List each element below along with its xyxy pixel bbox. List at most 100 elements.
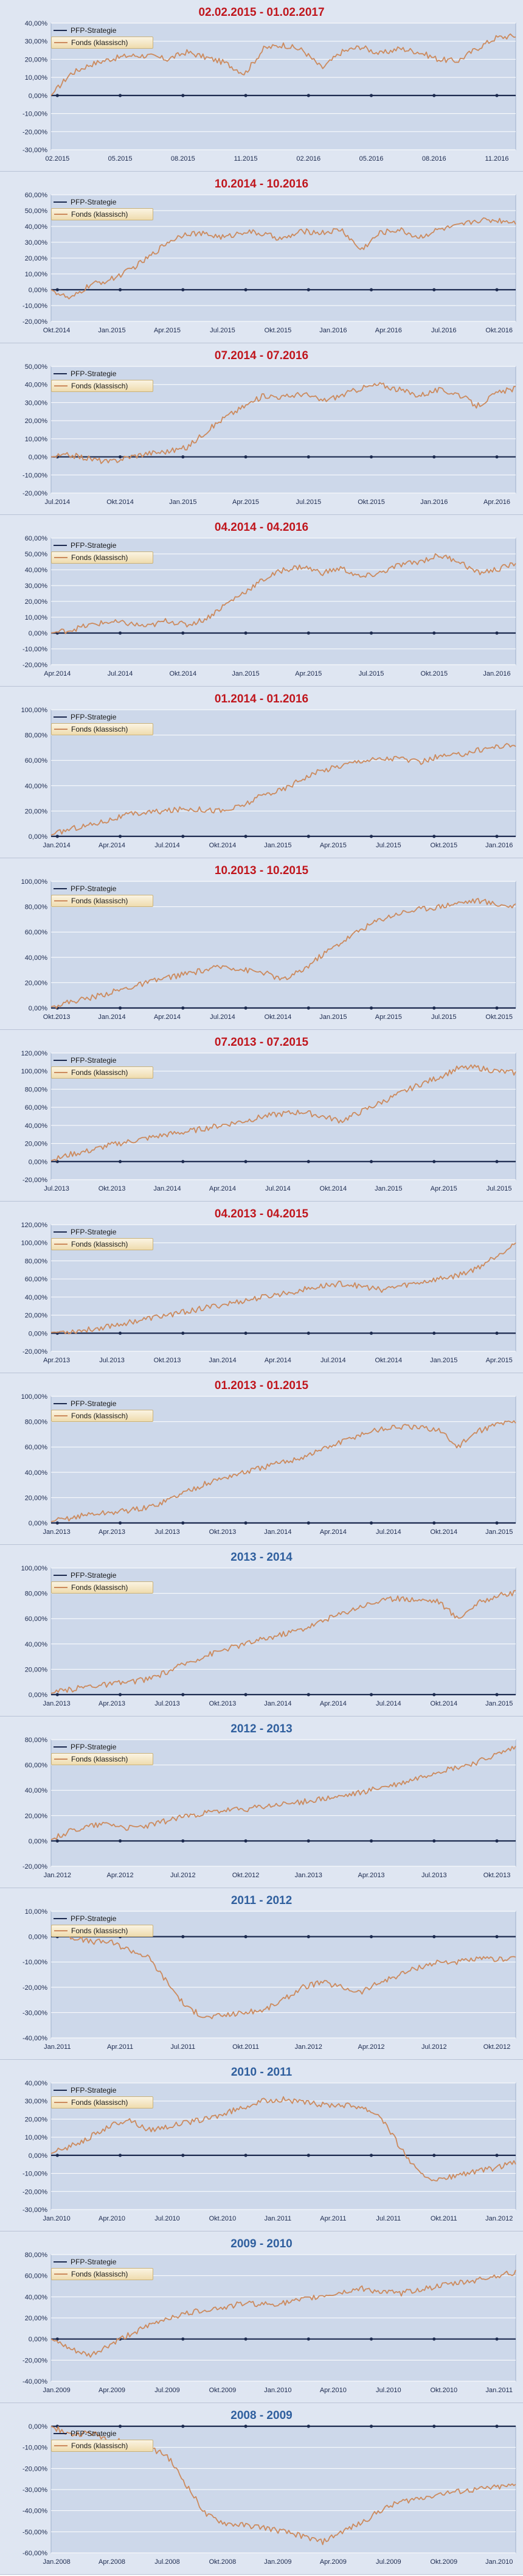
series-point-strategie: [55, 2154, 59, 2157]
y-tick-label: 30,00%: [25, 239, 48, 247]
x-tick-label: Okt.2011: [431, 2215, 457, 2222]
y-tick-label: 40,00%: [25, 2294, 48, 2301]
series-line-fonds: [50, 1590, 516, 1694]
series-point-strategie: [369, 631, 373, 635]
x-tick-label: Jul.2009: [154, 2387, 180, 2394]
x-tick-label: Jan.2015: [319, 1013, 347, 1021]
legend-swatch-fonds: [54, 42, 68, 43]
x-tick-label: Jul.2014: [376, 1700, 401, 1707]
chart-panel: 10.2014 - 10.2016 -20,00% -10,00% 0,00% 10,0…: [0, 172, 523, 343]
chart-panel: 2010 - 2011 -30,00% -20,00% -10,00% 0,00% 10,…: [0, 2060, 523, 2231]
x-tick-label: 11.2015: [234, 155, 258, 163]
chart-panel: 2012 - 2013 -20,00% 0,00% 20,00% 40,00% 60,00…: [0, 1717, 523, 1888]
x-tick-label: Jan.2013: [43, 1700, 70, 1707]
legend-item-strategie: PFP-Strategie: [51, 711, 153, 723]
legend-label-strategie: PFP-Strategie: [71, 26, 117, 35]
x-tick-label: 05.2015: [108, 155, 133, 163]
legend-swatch-fonds: [54, 900, 68, 901]
y-tick-label: -40,00%: [23, 2035, 47, 2042]
y-tick-label: 100,00%: [21, 1393, 48, 1401]
x-tick-label: Apr.2015: [154, 327, 181, 334]
y-tick-label: -20,00%: [23, 1177, 47, 1184]
x-tick-label: Jul.2012: [170, 1872, 196, 1879]
legend-label-strategie: PFP-Strategie: [71, 369, 117, 378]
x-tick-label: Okt.2012: [232, 1872, 260, 1879]
series-point-strategie: [369, 2337, 373, 2341]
x-tick-label: Jan.2015: [98, 327, 125, 334]
series-point-strategie: [369, 1693, 373, 1696]
series-point-strategie: [369, 835, 373, 838]
x-tick-label: Jan.2014: [264, 1700, 291, 1707]
y-tick-label: -10,00%: [23, 472, 47, 479]
chart-panel: 01.2013 - 01.2015 0,00% 20,00% 40,00% 60,00%…: [0, 1373, 523, 1545]
series-line-fonds: [50, 382, 516, 464]
y-tick-label: 0,00%: [29, 833, 47, 841]
x-tick-label: Jul.2015: [487, 1185, 512, 1192]
y-tick-label: 80,00%: [25, 1086, 48, 1093]
y-tick-label: 40,00%: [25, 1787, 48, 1794]
legend-swatch-strategie: [54, 373, 67, 374]
legend-swatch-strategie: [54, 2433, 67, 2434]
y-tick-label: -20,00%: [23, 2465, 47, 2473]
x-tick-label: Apr.2014: [320, 1528, 347, 1536]
legend-label-strategie: PFP-Strategie: [71, 713, 117, 721]
x-tick-label: Okt.2013: [209, 1528, 237, 1536]
x-tick-label: 08.2015: [171, 155, 195, 163]
series-point-strategie: [369, 1839, 373, 1843]
series-point-strategie: [307, 1521, 310, 1525]
line-chart: -30,00% -20,00% -10,00% 0,00% 10,00% 20,00% 30…: [23, 2080, 516, 2222]
x-tick-label: Jul.2014: [210, 1013, 235, 1021]
series-line-fonds: [50, 2096, 516, 2182]
y-tick-label: 20,00%: [25, 1494, 48, 1502]
series-point-strategie: [432, 1521, 436, 1525]
x-tick-label: Jan.2015: [264, 842, 291, 849]
chart-panel: 2013 - 2014 0,00% 20,00% 40,00% 60,00% 80,00%…: [0, 1545, 523, 1717]
y-tick-label: 100,00%: [21, 1068, 48, 1076]
legend-item-fonds: Fonds (klassisch): [51, 1925, 153, 1937]
x-tick-label: Jan.2016: [485, 842, 513, 849]
y-tick-label: 80,00%: [25, 1419, 48, 1426]
chart-legend: PFP-Strategie Fonds (klassisch): [51, 1913, 153, 1937]
y-tick-label: 80,00%: [25, 904, 48, 911]
line-chart: -20,00% -10,00% 0,00% 10,00% 20,00% 30,00% 40,…: [23, 192, 516, 334]
x-tick-label: Jan.2013: [43, 1528, 70, 1536]
x-tick-label: Jan.2010: [43, 2215, 70, 2222]
legend-label-fonds: Fonds (klassisch): [71, 382, 128, 390]
x-tick-label: Okt.2013: [154, 1357, 181, 1364]
chart-title: 04.2013 - 04.2015: [214, 1208, 309, 1220]
x-tick-label: Okt.2009: [430, 2558, 457, 2566]
chart-panel: 07.2014 - 07.2016 -20,00% -10,00% 0,00% 10,0…: [0, 343, 523, 515]
y-tick-label: 10,00%: [25, 436, 48, 443]
series-point-strategie: [244, 1935, 248, 1939]
x-tick-label: Okt.2010: [209, 2215, 237, 2222]
series-point-strategie: [369, 1521, 373, 1525]
y-tick-label: 40,00%: [25, 567, 48, 574]
x-tick-label: Apr.2016: [483, 499, 510, 506]
x-tick-label: Jul.2015: [376, 842, 401, 849]
chart-legend: PFP-Strategie Fonds (klassisch): [51, 196, 153, 220]
y-tick-label: 60,00%: [25, 1762, 48, 1769]
legend-label-strategie: PFP-Strategie: [71, 198, 117, 206]
series-point-strategie: [55, 1839, 59, 1843]
y-tick-label: 40,00%: [25, 1122, 48, 1130]
y-tick-label: 10,00%: [25, 614, 48, 621]
y-tick-label: 20,00%: [25, 598, 48, 606]
series-point-strategie: [181, 1331, 185, 1335]
legend-item-fonds: Fonds (klassisch): [51, 723, 153, 735]
series-point-strategie: [181, 94, 185, 97]
legend-label-strategie: PFP-Strategie: [71, 1056, 117, 1065]
x-tick-label: Okt.2010: [430, 2387, 457, 2394]
y-tick-label: 40,00%: [25, 1294, 48, 1301]
series-point-strategie: [369, 2424, 373, 2428]
series-point-strategie: [369, 1935, 373, 1939]
legend-label-fonds: Fonds (klassisch): [71, 2441, 128, 2450]
series-point-strategie: [55, 1693, 59, 1696]
y-tick-label: -10,00%: [23, 303, 47, 310]
x-tick-label: Okt.2013: [43, 1013, 71, 1021]
x-tick-label: Apr.2015: [232, 499, 259, 506]
y-tick-label: 100,00%: [21, 1240, 48, 1247]
chart-panel: 2008 - 2009 -60,00% -50,00% -40,00% -30,00% -…: [0, 2403, 523, 2575]
series-line-fonds: [50, 217, 516, 299]
x-tick-label: Jan.2010: [485, 2558, 513, 2566]
x-tick-label: Jan.2011: [265, 2215, 291, 2222]
